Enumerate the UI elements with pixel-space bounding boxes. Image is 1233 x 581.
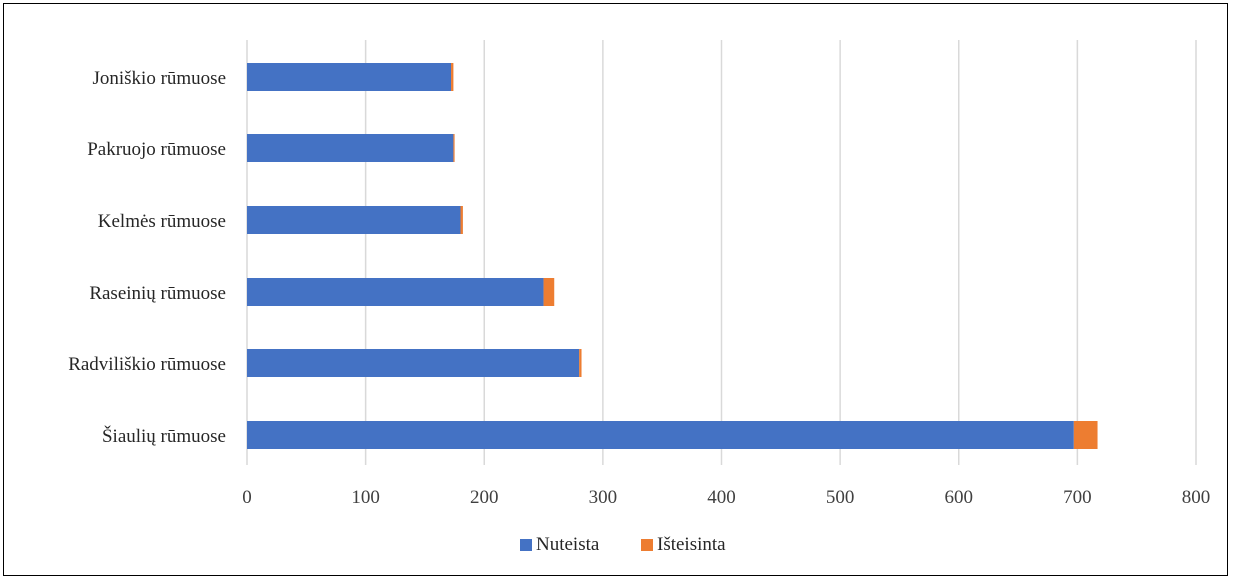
- x-tick-label: 600: [945, 487, 974, 508]
- category-label: Joniškio rūmuose: [92, 68, 226, 89]
- x-tick-label: 300: [589, 487, 618, 508]
- bar-nuteista-1: [247, 134, 454, 162]
- bar-isteisinta-2: [460, 206, 463, 234]
- bar-nuteista-5: [247, 421, 1074, 449]
- x-tick-label: 700: [1063, 487, 1092, 508]
- chart-frame: [3, 3, 1228, 576]
- bar-isteisinta-5: [1073, 421, 1098, 449]
- legend-swatch-isteisinta: [641, 539, 653, 551]
- legend-swatch-nuteista: [520, 539, 532, 551]
- x-tick-label: 100: [351, 487, 380, 508]
- bar-isteisinta-4: [579, 349, 582, 377]
- x-tick-label: 500: [826, 487, 855, 508]
- x-tick-label: 400: [707, 487, 736, 508]
- bar-nuteista-0: [247, 63, 452, 91]
- category-label: Radviliškio rūmuose: [68, 354, 226, 375]
- bar-isteisinta-0: [451, 63, 454, 91]
- bar-isteisinta-1: [453, 134, 455, 162]
- category-label: Šiaulių rūmuose: [102, 425, 226, 447]
- category-label: Pakruojo rūmuose: [87, 139, 226, 160]
- x-tick-label: 0: [242, 487, 252, 508]
- bar-nuteista-3: [247, 278, 544, 306]
- x-tick-label: 200: [470, 487, 499, 508]
- legend-label: Išteisinta: [657, 534, 726, 555]
- bar-isteisinta-3: [543, 278, 555, 306]
- bar-nuteista-4: [247, 349, 580, 377]
- x-tick-label: 800: [1182, 487, 1211, 508]
- legend-label: Nuteista: [536, 534, 600, 555]
- bar-nuteista-2: [247, 206, 461, 234]
- category-label: Raseinių rūmuose: [89, 283, 226, 304]
- category-label: Kelmės rūmuose: [98, 211, 226, 232]
